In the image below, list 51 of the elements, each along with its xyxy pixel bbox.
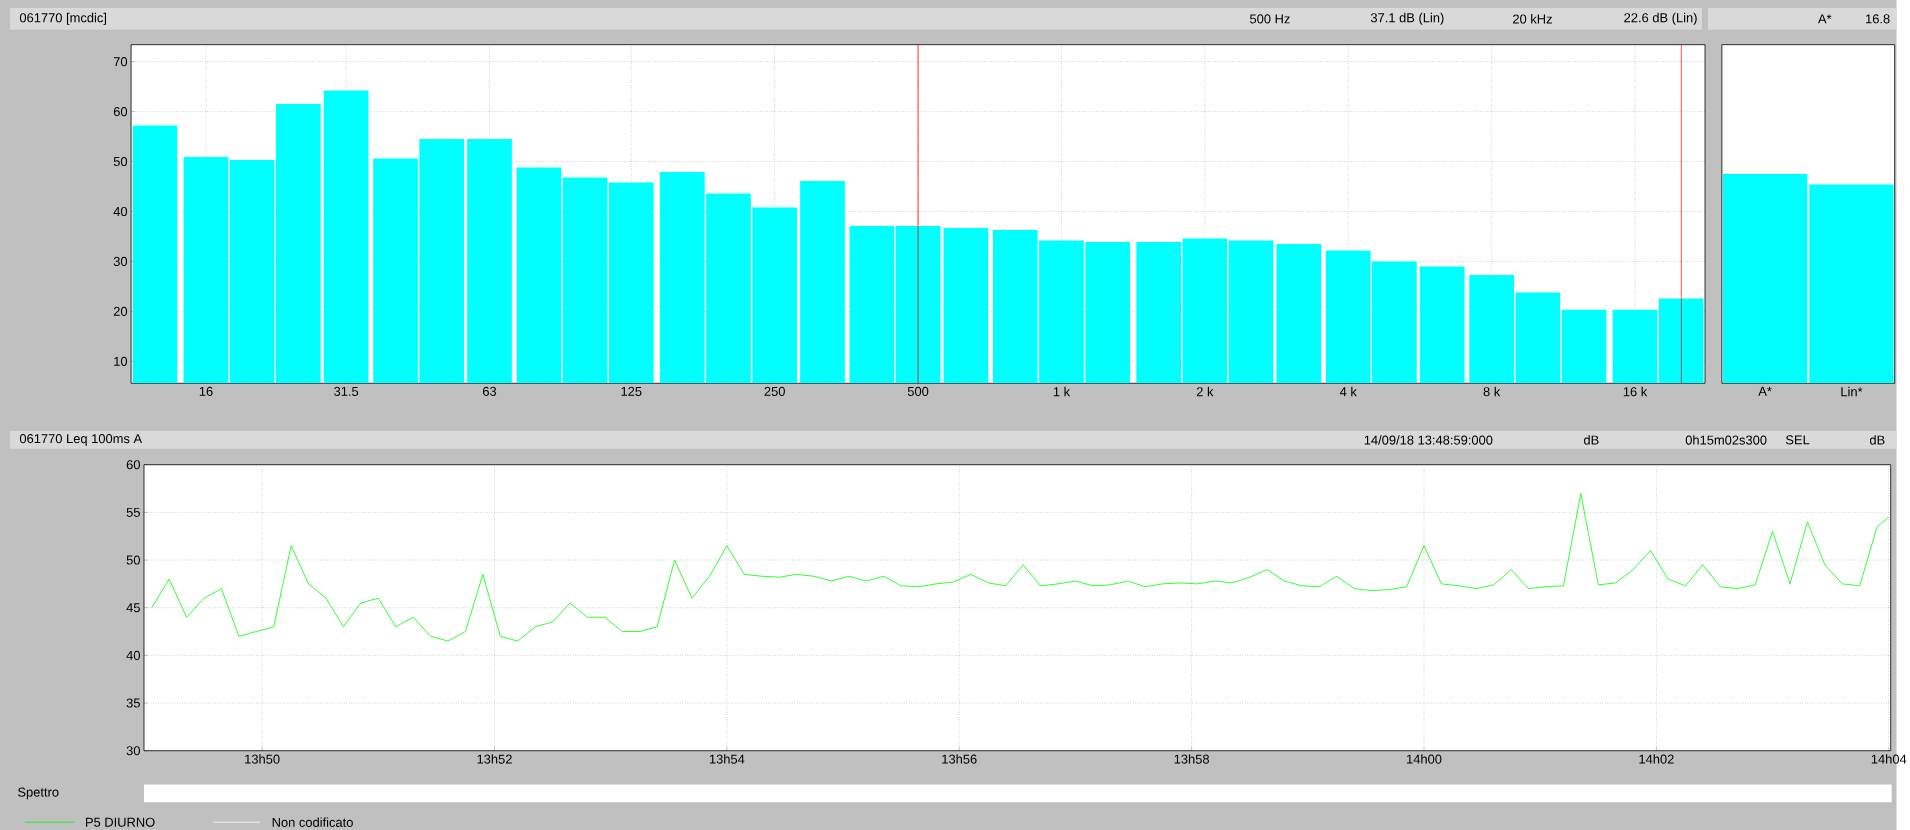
y-tick-label: 10 xyxy=(114,356,128,366)
x-tick-label: 13h52 xyxy=(477,754,512,764)
text: dB xyxy=(1583,435,1599,445)
x-tick-label: 14h00 xyxy=(1407,754,1442,764)
y-tick-label: 60 xyxy=(113,106,128,117)
x-tick-label: 1 k xyxy=(1053,386,1071,397)
legend-label: P5 DIURNO xyxy=(86,817,155,827)
y-tick-label: 30 xyxy=(113,256,128,266)
y-tick-label: 70 xyxy=(113,56,128,67)
text: 16.8 xyxy=(1866,14,1890,24)
chart-title: 061770 [mcdic] xyxy=(19,12,106,25)
x-tick-label: 14h02 xyxy=(1639,754,1674,764)
x-tick-label: 16 xyxy=(199,386,213,396)
text: 0h15m02s300 xyxy=(1685,435,1767,445)
x-tick-label: A* xyxy=(1758,386,1772,396)
x-tick-label: 13h50 xyxy=(245,754,280,764)
x-tick-label: Lin* xyxy=(1841,386,1863,397)
y-tick-label: 45 xyxy=(126,603,140,613)
x-tick-label: 13h54 xyxy=(709,754,745,764)
x-tick-label: 4 k xyxy=(1339,386,1357,397)
text: A* xyxy=(1817,14,1832,24)
text: 20 kHz xyxy=(1513,13,1552,24)
text: Non codificato xyxy=(272,817,353,827)
x-tick-label: 14h04 xyxy=(1871,754,1907,764)
x-tick-label: 13h56 xyxy=(942,754,977,764)
x-tick-label: 63 xyxy=(482,386,497,396)
text: dB xyxy=(1869,435,1885,445)
x-tick-label: 125 xyxy=(621,386,642,396)
x-tick-label: 250 xyxy=(764,386,785,396)
text: SEL xyxy=(1785,435,1810,445)
y-tick-label: 20 xyxy=(113,306,128,316)
x-tick-label: 8 k xyxy=(1483,386,1501,397)
x-tick-label: 500 xyxy=(907,386,929,396)
x-tick-label: 31.5 xyxy=(334,386,359,396)
text: 22.6 dB (Lin) xyxy=(1624,12,1697,25)
text: 14/09/18 13:48:59:000 xyxy=(1364,435,1493,445)
text: 37.1 dB (Lin) xyxy=(1370,12,1444,25)
x-tick-label: 13h58 xyxy=(1174,754,1210,764)
y-tick-label: 35 xyxy=(126,698,140,708)
chart-title: 061770 Leq 100ms A xyxy=(19,433,143,446)
y-tick-label: 50 xyxy=(126,555,140,565)
x-tick-label: 2 k xyxy=(1196,386,1214,397)
text: 500 Hz xyxy=(1250,14,1290,24)
y-tick-label: 30 xyxy=(126,746,140,756)
y-tick-label: 50 xyxy=(113,156,128,166)
y-tick-label: 55 xyxy=(126,507,140,517)
x-tick-label: 16 k xyxy=(1623,386,1648,397)
y-tick-label: 40 xyxy=(126,650,140,660)
y-tick-label: 60 xyxy=(126,460,140,470)
y-tick-label: 40 xyxy=(113,206,128,216)
text: Spettro xyxy=(18,787,59,800)
